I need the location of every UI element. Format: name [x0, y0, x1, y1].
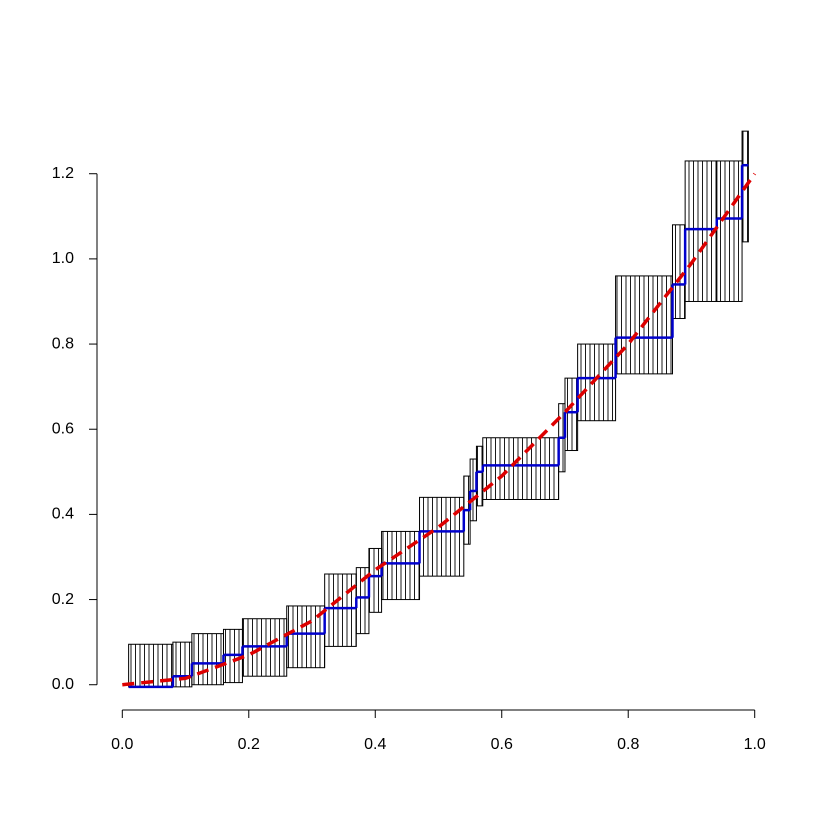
y-tick-label: 0.2 — [52, 591, 74, 608]
x-tick-label: 0.6 — [491, 736, 513, 753]
confidence-band — [286, 605, 326, 669]
y-tick-label: 1.2 — [52, 165, 74, 182]
confidence-band — [482, 437, 560, 500]
x-tick-label: 0.4 — [364, 736, 386, 753]
confidence-band — [671, 224, 686, 320]
y-tick-label: 0.0 — [52, 676, 74, 693]
y-tick-label: 0.8 — [52, 335, 74, 352]
y-tick-label: 1.0 — [52, 250, 74, 267]
y-tick-label: 0.4 — [52, 506, 74, 523]
y-tick-label: 0.6 — [52, 420, 74, 437]
x-tick-label: 1.0 — [744, 736, 766, 753]
x-tick-label: 0.0 — [111, 736, 133, 753]
confidence-band — [381, 530, 421, 601]
confidence-band — [564, 377, 579, 452]
confidence-band — [191, 633, 224, 686]
confidence-band — [368, 547, 383, 613]
x-tick-label: 0.2 — [238, 736, 260, 753]
confidence-band — [324, 573, 357, 647]
reference-curve — [122, 172, 757, 687]
confidence-band — [684, 160, 718, 302]
confidence-band — [716, 160, 743, 302]
confidence-band — [577, 343, 617, 422]
x-tick-label: 0.8 — [617, 736, 639, 753]
